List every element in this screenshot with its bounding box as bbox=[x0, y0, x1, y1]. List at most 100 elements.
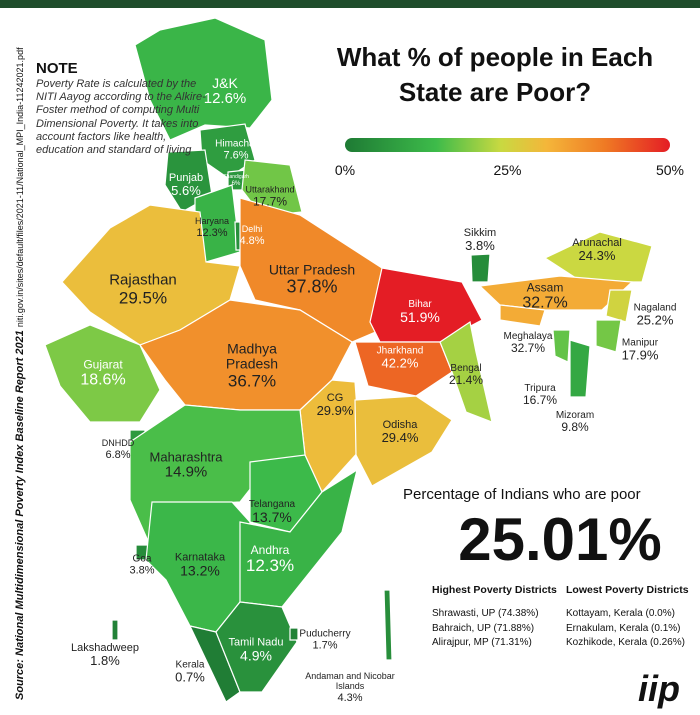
state-name: Lakshadweep bbox=[71, 641, 139, 654]
state-name: CG bbox=[326, 391, 344, 404]
state-value: 36.7% bbox=[227, 371, 277, 391]
state-name: Tripura bbox=[524, 382, 556, 394]
state-name: Gujarat bbox=[83, 357, 123, 372]
state-value: 4.8% bbox=[239, 234, 265, 247]
state-label: DNHDD 6.8% bbox=[101, 438, 135, 461]
state-value: 1.8% bbox=[90, 652, 120, 668]
state-region bbox=[354, 395, 453, 487]
state-value: 7.6% bbox=[223, 149, 249, 162]
state-value: 16.7% bbox=[522, 392, 558, 407]
state-label: Sikkim 3.8% bbox=[464, 227, 496, 253]
state-name: DNHDD bbox=[101, 438, 135, 449]
state-label: Rajasthan 29.5% bbox=[109, 272, 177, 307]
state-region bbox=[354, 341, 453, 397]
state-name: Bengal bbox=[450, 362, 482, 374]
state-region bbox=[134, 17, 273, 141]
state-name: Tamil Nadu bbox=[228, 636, 284, 649]
state-value: 29.5% bbox=[118, 287, 168, 307]
state-name: Mizoram bbox=[555, 409, 595, 421]
color-scale bbox=[345, 138, 670, 152]
state-region bbox=[289, 627, 299, 641]
state-label: Goa 3.8% bbox=[129, 553, 154, 576]
state-label: Tripura 16.7% bbox=[523, 383, 557, 407]
state-value: 12.6% bbox=[203, 90, 247, 108]
scale-tick-label: 50% bbox=[655, 162, 685, 178]
state-label: Punjab 5.6% bbox=[169, 172, 203, 198]
state-name: Manipur bbox=[621, 337, 659, 349]
lowest-districts: Lowest Poverty Districts Kottayam, Kerala… bbox=[566, 583, 689, 651]
state-value: 42.2% bbox=[381, 355, 419, 371]
summary-value: 25.01% bbox=[458, 506, 662, 573]
state-label: CG 29.9% bbox=[317, 392, 354, 418]
state-name: Telangana bbox=[248, 498, 296, 510]
state-name: Nagaland bbox=[633, 302, 677, 314]
state-region bbox=[595, 319, 622, 353]
state-region bbox=[215, 601, 298, 693]
state-value: 51.9% bbox=[400, 308, 440, 325]
state-name: Karnataka bbox=[174, 551, 226, 564]
state-value: 4.9% bbox=[240, 647, 272, 664]
note-heading: NOTE bbox=[36, 60, 78, 77]
state-value: 0.7% bbox=[175, 669, 205, 685]
state-label: Haryana 12.3% bbox=[195, 216, 229, 239]
state-label: Delhi 4.8% bbox=[239, 224, 265, 247]
state-label: Tamil Nadu 4.9% bbox=[228, 636, 283, 663]
state-region bbox=[605, 289, 633, 323]
state-value: 24.3% bbox=[578, 247, 616, 263]
state-name: Sikkim bbox=[463, 226, 497, 239]
source-text: Source: National Multidimensional Povert… bbox=[14, 330, 26, 700]
state-value: 12.3% bbox=[196, 226, 228, 239]
state-name: Andhra bbox=[250, 543, 290, 558]
state-value: 17.7% bbox=[252, 194, 288, 209]
state-value: 25.2% bbox=[636, 312, 674, 328]
scale-tick-label: 25% bbox=[493, 162, 522, 178]
state-value: 1.7% bbox=[312, 639, 338, 652]
state-label: Bihar 51.9% bbox=[400, 299, 440, 325]
state-name: Madhya Pradesh bbox=[225, 340, 279, 372]
state-label: Lakshadweep 1.8% bbox=[71, 642, 139, 668]
state-label: Uttarakhand 17.7% bbox=[245, 185, 294, 208]
state-label: Odisha 29.4% bbox=[382, 419, 419, 445]
state-label: Andhra 12.3% bbox=[246, 543, 294, 576]
state-value: 32.7% bbox=[522, 294, 568, 312]
state-value: 29.9% bbox=[316, 402, 354, 418]
state-name: Andaman and Nicobar Islands bbox=[305, 671, 395, 691]
state-label: Manipur 17.9% bbox=[622, 337, 659, 362]
state-name: Chandigarh bbox=[223, 173, 249, 180]
state-label: Meghalaya 32.7% bbox=[504, 331, 553, 355]
state-label: Puducherry 1.7% bbox=[299, 628, 350, 651]
source: Source: National Multidimensional Povert… bbox=[14, 47, 26, 700]
state-label: Telangana 13.7% bbox=[249, 499, 295, 525]
state-label: J&K 12.6% bbox=[203, 75, 247, 108]
state-name: Delhi bbox=[241, 224, 263, 235]
state-name: Assam bbox=[526, 280, 564, 295]
state-value: 21.4% bbox=[448, 372, 484, 387]
state-name: Jharkhand bbox=[376, 345, 424, 357]
state-value: 13.7% bbox=[252, 508, 292, 525]
title: What % of people in Each State are Poor? bbox=[336, 42, 654, 108]
state-value: 14.9% bbox=[164, 463, 208, 481]
lowest-heading: Lowest Poverty Districts bbox=[566, 584, 689, 596]
state-name: Goa bbox=[132, 553, 152, 565]
state-label: Gujarat 18.6% bbox=[80, 357, 125, 390]
state-name: Maharashtra bbox=[149, 449, 223, 465]
note-text: Poverty Rate is calculated by the NITI A… bbox=[36, 78, 206, 156]
state-value: 4.3% bbox=[337, 691, 363, 704]
state-region bbox=[470, 253, 491, 283]
state-label: Uttar Pradesh 37.8% bbox=[269, 262, 355, 297]
state-value: 13.2% bbox=[180, 562, 220, 579]
source-url: niti.gov.in/sites/default/files/2021-11/… bbox=[15, 47, 25, 328]
state-value: 6.8% bbox=[105, 448, 131, 461]
state-value: 37.8% bbox=[286, 276, 338, 297]
state-name: Uttar Pradesh bbox=[268, 261, 356, 278]
state-value: 17.9% bbox=[621, 347, 659, 363]
state-label: Maharashtra 14.9% bbox=[149, 449, 223, 482]
state-label: Himachal 7.6% bbox=[215, 138, 257, 161]
state-label: Chandigarh 6% bbox=[223, 173, 249, 187]
state-value: 9.8% bbox=[561, 419, 589, 434]
state-label: Madhya Pradesh 36.7% bbox=[217, 341, 287, 390]
state-name: Kerala bbox=[175, 659, 205, 671]
state-value: 3.8% bbox=[465, 237, 495, 253]
district-item: Kottayam, Kerala (0.0%) bbox=[566, 608, 675, 620]
